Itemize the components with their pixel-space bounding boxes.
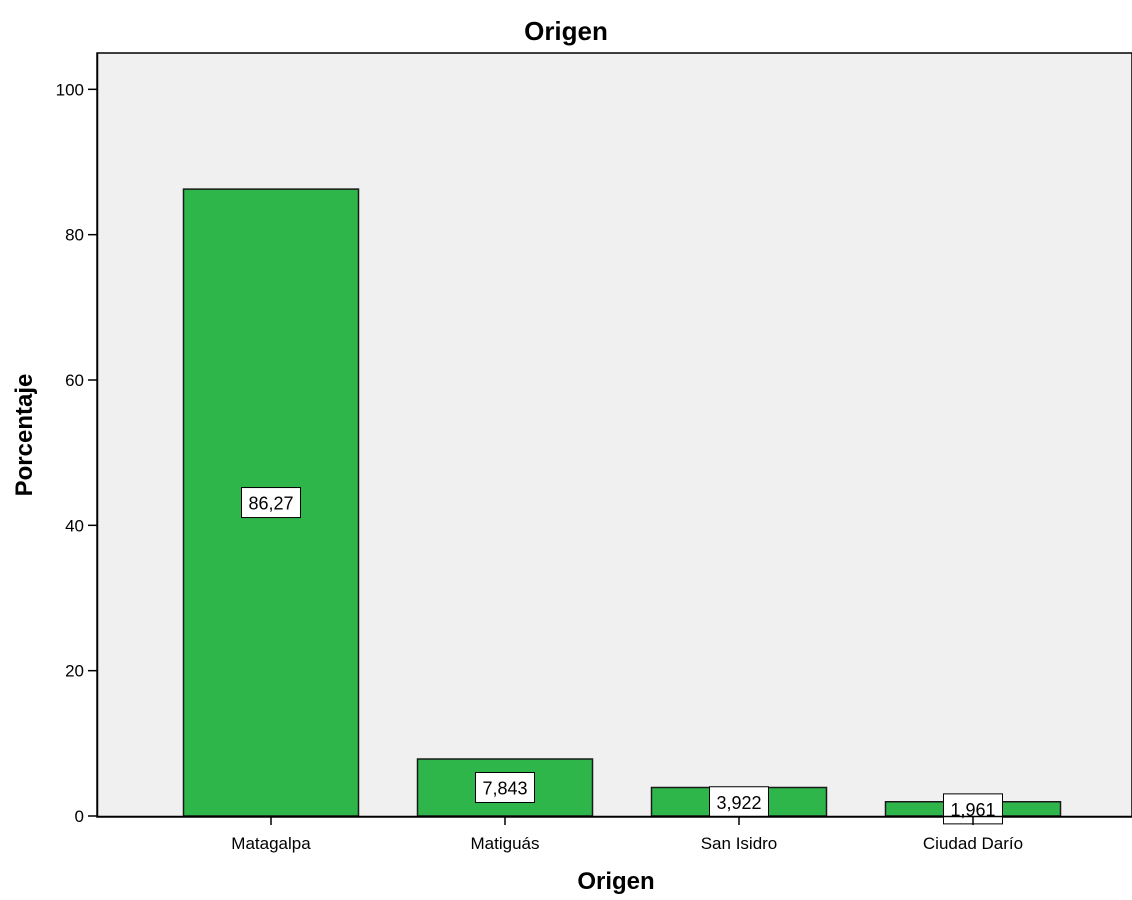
data-label-box [475, 772, 535, 804]
y-tick-label: 80 [65, 226, 84, 245]
chart-title: Origen [524, 16, 608, 46]
data-label: 7,843 [482, 779, 527, 799]
data-label: 86,27 [248, 494, 293, 514]
y-tick-label: 0 [75, 807, 84, 826]
y-axis-title: Porcentaje [11, 374, 38, 497]
data-label-box [709, 786, 769, 818]
x-tick-label: Matagalpa [231, 834, 311, 853]
data-label-box [241, 487, 301, 519]
x-axis-title: Origen [577, 868, 654, 895]
y-tick-label: 100 [56, 80, 84, 99]
y-tick-label: 20 [65, 662, 84, 681]
y-axis: 0 20 40 60 80 100 [56, 80, 97, 826]
y-tick-label: 40 [65, 516, 84, 535]
y-tick-label: 60 [65, 371, 84, 390]
data-label: 3,922 [716, 793, 761, 813]
data-label: 1,961 [950, 800, 995, 820]
x-tick-label: Ciudad Darío [923, 834, 1023, 853]
x-tick-label: San Isidro [701, 834, 778, 853]
x-tick-label: Matiguás [471, 834, 540, 853]
bars: 86,27 7,843 3,922 1,961 [182, 188, 1062, 825]
x-axis: Matagalpa Matiguás San Isidro Ciudad Darío [231, 816, 1023, 853]
